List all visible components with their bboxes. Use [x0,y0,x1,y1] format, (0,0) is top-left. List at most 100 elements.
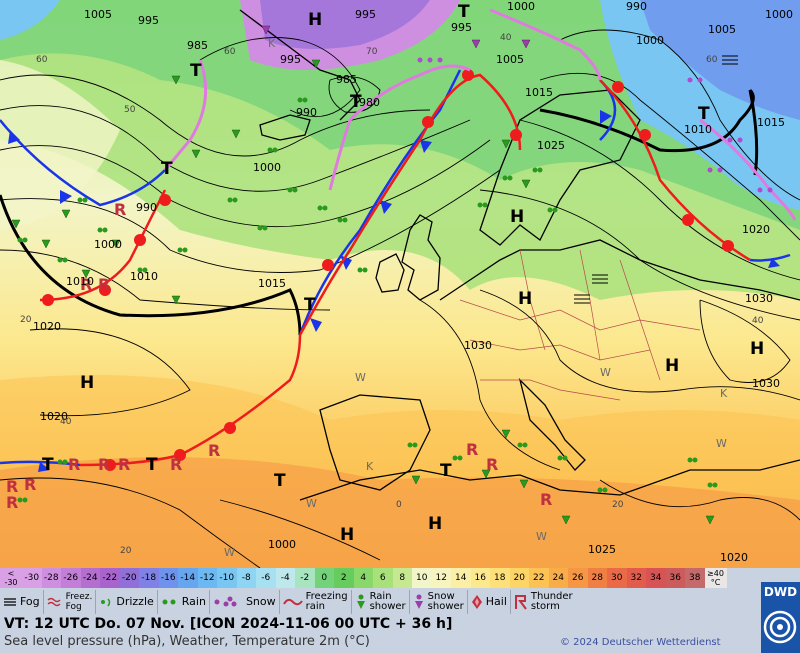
svg-text:R: R [208,441,220,460]
temperature-label: K [268,37,276,50]
rain-icon [162,599,176,605]
scale-cell: 16 [470,568,490,588]
legend-thunderstorm: Thunder storm [511,590,576,614]
scale-cell: -6 [256,568,276,588]
legend-label: Freez. Fog [65,592,93,612]
svg-text:R: R [80,275,92,294]
temperature-label: K [366,460,374,473]
svg-text:R: R [98,455,110,474]
occlusions [163,8,797,221]
rain-shower-icon [356,594,365,609]
svg-text:R: R [466,440,478,459]
svg-text:R: R [118,455,130,474]
warm-fronts [39,69,751,471]
isobar-label: 1025 [588,543,616,556]
low-pressure-center: T [304,295,316,315]
dwd-logo: DWD [761,582,800,653]
italy [518,377,586,471]
scale-cell: 36 [665,568,685,588]
temperature-scale: < -30 -30 -28 -26 -24 -22 -20 -18 -16 -14 -12 -10 -8… [0,568,727,588]
isobar-label: 1010 [684,123,712,136]
scale-cell: -24 [80,568,100,588]
scale-cell: -20 [119,568,139,588]
isobar-label: 1000 [765,8,793,21]
svg-text:R: R [170,455,182,474]
ireland [375,253,405,293]
temperature-label: W [536,530,547,543]
legend-label: Hail [485,595,507,608]
scale-cell: -2 [295,568,315,588]
low-pressure-center: T [190,61,202,81]
scale-cell: -26 [61,568,81,588]
isobar-label: 980 [359,96,380,109]
copyright: © 2024 Deutscher Wetterdienst [560,637,721,648]
isobar-label: 1000 [636,34,664,47]
africa-coast [299,459,800,501]
scale-cell: 8 [392,568,412,588]
isobar-label: 995 [280,53,301,66]
cold-fronts [0,69,791,472]
legend-drizzle: Drizzle [96,590,158,614]
isobar-label: 1020 [720,551,748,564]
isobar-label: 985 [336,73,357,86]
scale-cell: 28 [587,568,607,588]
temperature-label: 40 [752,316,764,326]
temperature-label: 0 [396,500,402,510]
isobar-label: 1000 [94,238,122,251]
isobar-label: 1000 [507,0,535,13]
high-pressure-center: H [308,10,322,30]
scale-cell: -8 [236,568,256,588]
isobar-label: 1015 [258,277,286,290]
scale-cell: -16 [158,568,178,588]
legend-label: Rain shower [369,591,406,612]
legend-label: Rain [181,595,206,608]
isobar-label: 1015 [525,86,553,99]
high-pressure-center: H [750,339,764,359]
temperature-label: W [716,437,727,450]
isobar-label: 1030 [745,292,773,305]
scale-cell: -30 [22,568,42,588]
swirl-icon [763,610,797,644]
legend-label: Thunder storm [530,591,573,612]
legend-label: Snow [245,595,276,608]
isobar-label: 990 [136,201,157,214]
isobar-label: 1020 [33,320,61,333]
temperature-label: W [306,497,317,510]
temperature-label: 60 [224,47,236,57]
isobar-label: 1020 [742,223,770,236]
low-pressure-center: T [698,104,710,124]
temperature-label: 70 [366,47,378,57]
scale-cell: 30 [607,568,627,588]
fog-icon [4,598,16,606]
legend-rain-shower: Rain shower [352,590,410,614]
logo-text: DWD [763,585,798,599]
scale-cell: 38 [685,568,705,588]
temperature-label: 20 [20,315,32,325]
isobar-label: 1015 [757,116,785,129]
svg-text:R: R [68,455,80,474]
scale-cell: -28 [41,568,61,588]
high-pressure-center: H [428,514,442,534]
scale-cell: 32 [626,568,646,588]
temperature-label: 60 [36,55,48,65]
snow-shower-icon [414,594,423,609]
snow-icon [214,596,237,607]
scale-cell: -12 [197,568,217,588]
svg-text:R: R [6,493,18,512]
legend-snow: Snow [210,590,280,614]
greenland-edge [239,9,361,121]
svg-text:R: R [540,490,552,509]
temperature-field [0,0,800,568]
scale-cell: -18 [139,568,159,588]
high-pressure-center: H [665,356,679,376]
isobar-label: 990 [296,106,317,119]
british-isles [401,214,441,301]
isobar-label: 990 [626,0,647,13]
scale-cell: -4 [275,568,295,588]
legend-hail: Hail [468,590,511,614]
temperature-label: 40 [500,33,512,43]
legend-panel: < -30 -30 -28 -26 -24 -22 -20 -18 -16 -14 -12 -10 -8… [0,568,800,653]
legend-label: Snow shower [427,591,464,612]
scale-cell: 26 [568,568,588,588]
scale-cell: 0 [314,568,334,588]
